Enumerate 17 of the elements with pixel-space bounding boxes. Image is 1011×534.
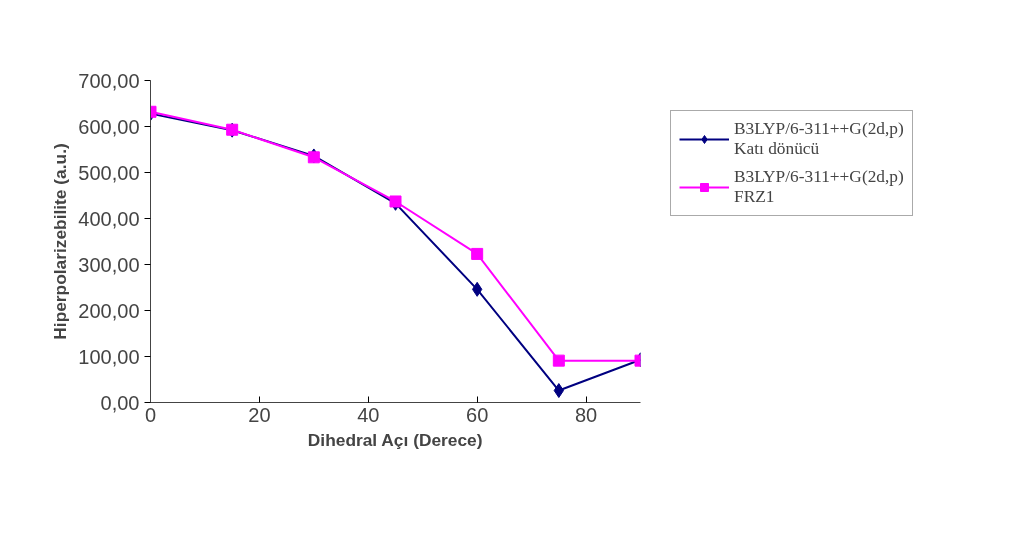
y-tick-label: 600,00 (78, 115, 140, 138)
x-axis-title: Dihedral Açı (Derece) (307, 429, 483, 450)
y-axis-title: Hiperpolarizebilite (a.u.) (50, 143, 71, 340)
x-tick-label: 0 (144, 403, 157, 426)
x-tick-label: 20 (248, 403, 271, 426)
y-tick-label: 400,00 (78, 207, 140, 230)
y-tick-label: 500,00 (78, 161, 140, 184)
x-tick-label: 60 (466, 403, 489, 426)
y-tick-label: 300,00 (78, 253, 140, 276)
y-tick-label: 100,00 (78, 345, 140, 368)
y-tick-label: 200,00 (78, 299, 140, 322)
y-tick-label: 700,00 (78, 69, 140, 92)
legend-label: B3LYP/6-311++G(2d,p) Katı dönücü (734, 119, 904, 159)
x-tick-label: 40 (357, 403, 380, 426)
legend-label: B3LYP/6-311++G(2d,p) FRZ1 (734, 167, 904, 207)
x-tick-label: 80 (574, 403, 598, 426)
y-tick-label: 0,00 (100, 391, 140, 414)
